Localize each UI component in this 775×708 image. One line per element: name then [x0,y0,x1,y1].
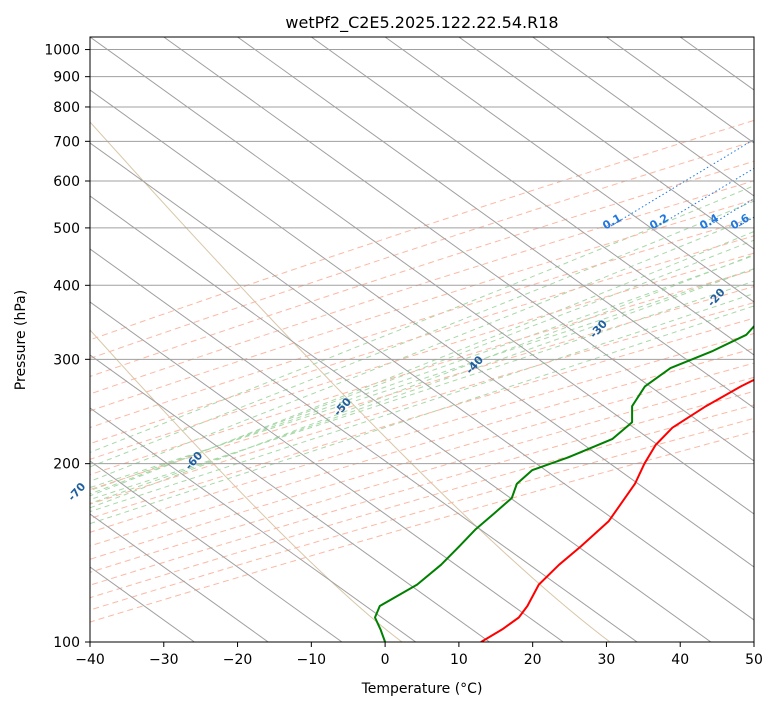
isotherm-line [532,37,754,197]
isotherm-line [753,37,754,38]
dry-adiabat-line [90,119,754,341]
isotherm-line [90,513,269,642]
isotherm-line [90,407,417,642]
y-tick-label: 200 [53,457,80,473]
background-arc [90,121,611,642]
isotherm-line [90,89,754,568]
isotherm-line [163,37,754,462]
y-tick-label: 400 [53,278,80,294]
x-tick-label: 10 [450,652,468,668]
y-tick-label: 700 [53,134,80,150]
isotherm-line [384,37,754,303]
x-tick-label: 30 [598,652,616,668]
plot-frame [89,36,755,643]
isotherm-line [311,37,754,356]
y-tick-label: 900 [53,70,80,86]
isotherm-line [90,142,754,621]
dry-adiabat-line [90,269,754,476]
x-tick-label: 50 [745,652,763,668]
isotherm-line [90,301,564,642]
dry-adiabat-line [90,235,754,445]
isotherm-line [237,37,754,409]
dewpoint-line [374,324,754,642]
moist-adiabat-line [90,268,754,504]
x-tick-label: −30 [149,652,179,668]
isotherm-line [90,248,638,642]
dry-adiabat-line [90,362,754,560]
series-layer [374,324,754,642]
y-tick-label: 100 [53,635,80,651]
dry-adiabat-line [90,332,754,533]
y-axis-title: Pressure (hPa) [13,290,29,390]
isotherm-line [90,460,343,642]
x-tick-label: −20 [223,652,253,668]
dry-adiabat-label: -70 [65,480,88,504]
dry-adiabat-line [90,252,754,460]
y-tick-label: 500 [53,221,80,237]
isotherm-line [90,195,712,642]
axes: −40 −30 −20 −10 0 10 20 30 40 50 100 200 300 400 500 60… [44,43,763,668]
dry-adiabat-line [90,317,754,519]
y-tick-label: 800 [53,100,80,116]
y-tick-label: 1000 [44,43,80,59]
y-tick-label: 600 [53,174,80,190]
x-tick-label: 20 [524,652,542,668]
temperature-line [480,378,754,642]
isotherm-line [90,37,754,515]
dry-adiabat-line [90,376,754,573]
isotherm-line [606,37,754,144]
x-tick-label: −10 [297,652,327,668]
chart-title: wetPf2_C2E5.2025.122.22.54.R18 [285,13,558,33]
plot-background [90,37,754,642]
isotherm-line [90,354,490,642]
dry-adiabat-line [90,286,754,491]
x-tick-label: 0 [381,652,390,668]
moist-adiabat-line [90,254,754,492]
y-tick-label: 300 [53,352,80,368]
isotherm-line [458,37,754,250]
background-lines [90,37,754,642]
x-tick-label: −40 [75,652,105,668]
dry-adiabat-line [90,217,754,429]
dry-adiabat-line [90,302,754,505]
x-tick-label: 40 [671,652,689,668]
dry-adiabat-line [90,431,754,623]
x-axis-title: Temperature (°C) [361,681,483,697]
